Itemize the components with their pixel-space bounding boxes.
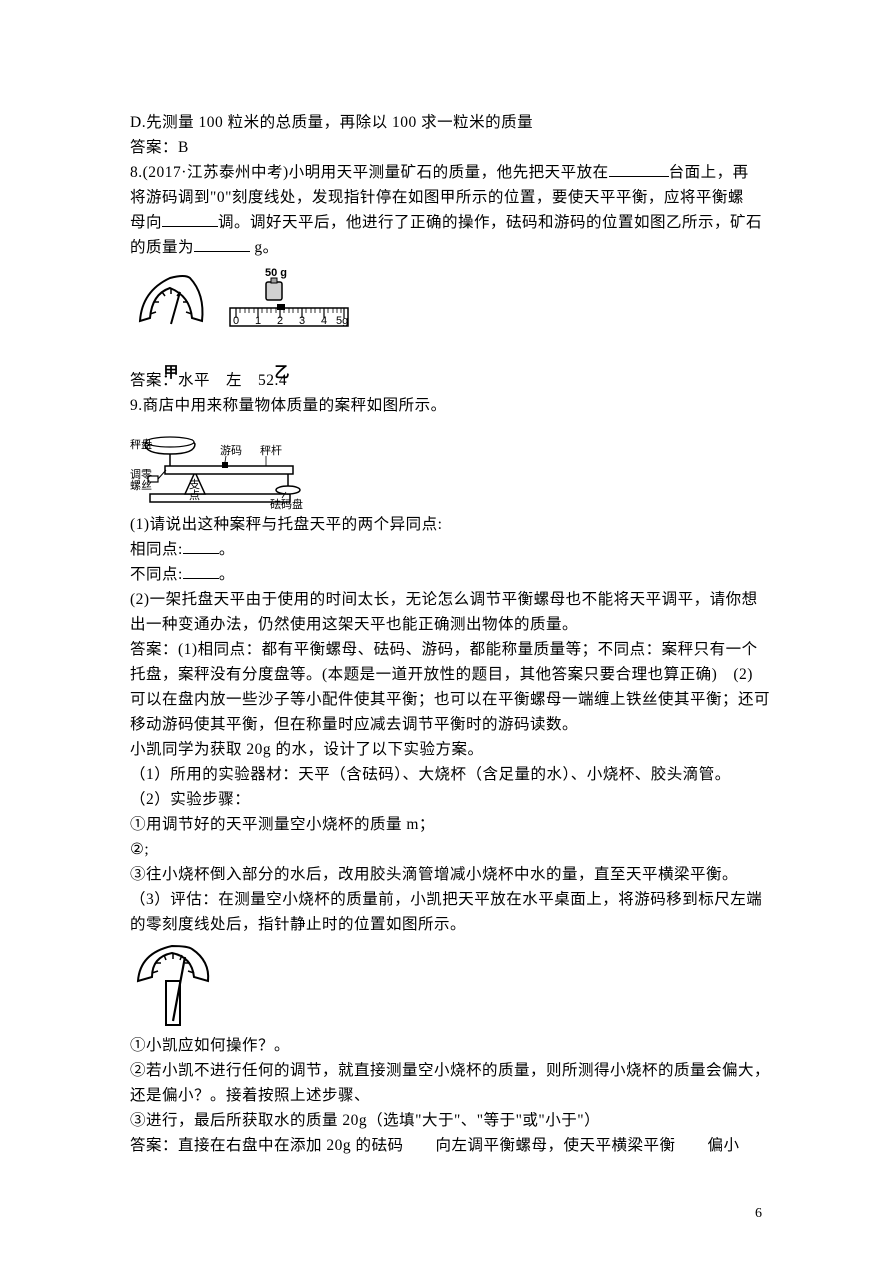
q9-q2: ②若小凯不进行任何的调节，就直接测量空小烧杯的质量，则所测得小烧杯的质量会偏大，	[130, 1058, 772, 1083]
q8-t7: g。	[250, 239, 279, 256]
q9-num: 9.	[130, 397, 143, 414]
tick-0: 0	[233, 315, 239, 327]
q9-q3: ③进行，最后所获取水的质量 20g（选填"大于"、"等于"或"小于"）	[130, 1108, 772, 1133]
dial-jia	[140, 276, 203, 324]
q9-q2b: 还是偏小？。接着按照上述步骤、	[130, 1083, 772, 1108]
q8-t4: 母向	[130, 214, 162, 231]
q9-figure: 秤盘 调零 螺丝 支 点 游码 秤杆 砝码盘	[130, 422, 772, 510]
q8-blank2	[162, 212, 218, 227]
caption-yi: 乙	[212, 361, 352, 382]
q8-src: (2017·江苏泰州中考)	[143, 164, 289, 181]
label-zero-2: 螺丝	[130, 479, 152, 492]
q8-line1: 8.(2017·江苏泰州中考)小明用天平测量矿石的质量，他先把天平放在 台面上，再	[130, 160, 772, 185]
q9-line1: 9.商店中用来称量物体质量的案秤如图所示。	[130, 393, 772, 418]
q8-blank3	[194, 237, 250, 252]
label-rider: 游码	[220, 444, 242, 457]
q9-p1b-end: 。	[219, 541, 235, 558]
q9-ans1: 答案：(1)相同点：都有平衡螺母、砝码、游码，都能称量质量等；不同点：案秤只有一…	[130, 637, 772, 662]
tick-2: 2	[277, 315, 283, 327]
q8-blank1	[609, 162, 669, 177]
q7-option-d: D.先测量 100 粒米的总质量，再除以 100 求一粒米的质量	[130, 110, 772, 135]
q9-blank-diff	[183, 564, 219, 579]
label-pan: 秤盘	[130, 437, 152, 451]
q9-p1c-end: 。	[219, 566, 235, 583]
q9-p1a: (1)请说出这种案秤与托盘天平的两个异同点:	[130, 512, 772, 537]
q9-ans3: 可以在盘内放一些沙子等小配件使其平衡；也可以在平衡螺母一端缠上铁丝使其平衡；还可	[130, 687, 772, 712]
q8-line2: 将游码调到"0"刻度线处，发现指针停在如图甲所示的位置，要使天平平衡，应将平衡螺	[130, 185, 772, 210]
tick-5: 5g	[336, 315, 348, 327]
q9-ansf: 答案：直接在右盘中在添加 20g 的砝码 向左调平衡螺母，使天平横梁平衡 偏小	[130, 1133, 772, 1158]
caption-jia: 甲	[130, 361, 212, 382]
xk4: ①用调节好的天平测量空小烧杯的质量 m；	[130, 812, 772, 837]
q9-blank-same	[183, 539, 219, 554]
xk5: ②;	[130, 837, 772, 862]
q7-answer: 答案：B	[130, 135, 772, 160]
xk1: 小凯同学为获取 20g 的水，设计了以下实验方案。	[130, 737, 772, 762]
weight-yi: 50 g	[230, 267, 348, 327]
tick-4: 4	[321, 315, 327, 327]
q9-p1c-label: 不同点:	[130, 566, 183, 583]
pointer-figure	[130, 941, 772, 1029]
xk3: （2）实验步骤：	[130, 787, 772, 812]
q9-ans2: 托盘，案秤没有分度盘等。(本题是一道开放性的题目，其他答案只要合理也算正确) (…	[130, 662, 772, 687]
weight-label: 50 g	[265, 267, 287, 279]
q8-t1: 小明用天平测量矿石的质量，他先把天平放在	[289, 164, 609, 181]
q9-q1: ①小凯应如何操作？。	[130, 1033, 772, 1058]
q8-t6: 的质量为	[130, 239, 194, 256]
tick-3: 3	[299, 315, 305, 327]
q9-t1: 商店中用来称量物体质量的案秤如图所示。	[143, 397, 447, 414]
label-fulcrum-2: 点	[189, 489, 200, 502]
q9-p2b: 出一种变通办法，仍然使用这架天平也能正确测出物体的质量。	[130, 612, 772, 637]
q8-line4: 的质量为 g。	[130, 235, 772, 260]
q9-p1c: 不同点: 。	[130, 562, 772, 587]
q8-t5: 调。调好天平后，他进行了正确的操作，砝码和游码的位置如图乙所示，矿石	[218, 214, 762, 231]
q8-figure: 50 g	[130, 266, 772, 366]
q9-p1b: 相同点: 。	[130, 537, 772, 562]
label-beam: 秤杆	[260, 443, 282, 457]
xk7: （3）评估：在测量空小烧杯的质量前，小凯把天平放在水平桌面上，将游码移到标尺左端	[130, 887, 772, 912]
label-wpan: 砝码盘	[270, 497, 303, 510]
tick-1: 1	[255, 315, 261, 327]
q8-line3: 母向 调。调好天平后，他进行了正确的操作，砝码和游码的位置如图乙所示，矿石	[130, 210, 772, 235]
q9-p1b-label: 相同点:	[130, 541, 183, 558]
xk6: ③往小烧杯倒入部分的水后，改用胶头滴管增减小烧杯中水的量，直至天平横梁平衡。	[130, 862, 772, 887]
q9-ans4: 移动游码使其平衡，但在称量时应减去调节平衡时的游码读数。	[130, 712, 772, 737]
xk8: 的零刻度线处后，指针静止时的位置如图所示。	[130, 912, 772, 937]
q8-t2: 台面上，再	[669, 164, 749, 181]
q9-p2: (2)一架托盘天平由于使用的时间太长，无论怎么调节平衡螺母也不能将天平调平，请你…	[130, 587, 772, 612]
page-number: 6	[755, 1206, 762, 1222]
q8-num: 8.	[130, 164, 143, 181]
xk2: （1）所用的实验器材：天平（含砝码）、大烧杯（含足量的水）、小烧杯、胶头滴管。	[130, 762, 772, 787]
